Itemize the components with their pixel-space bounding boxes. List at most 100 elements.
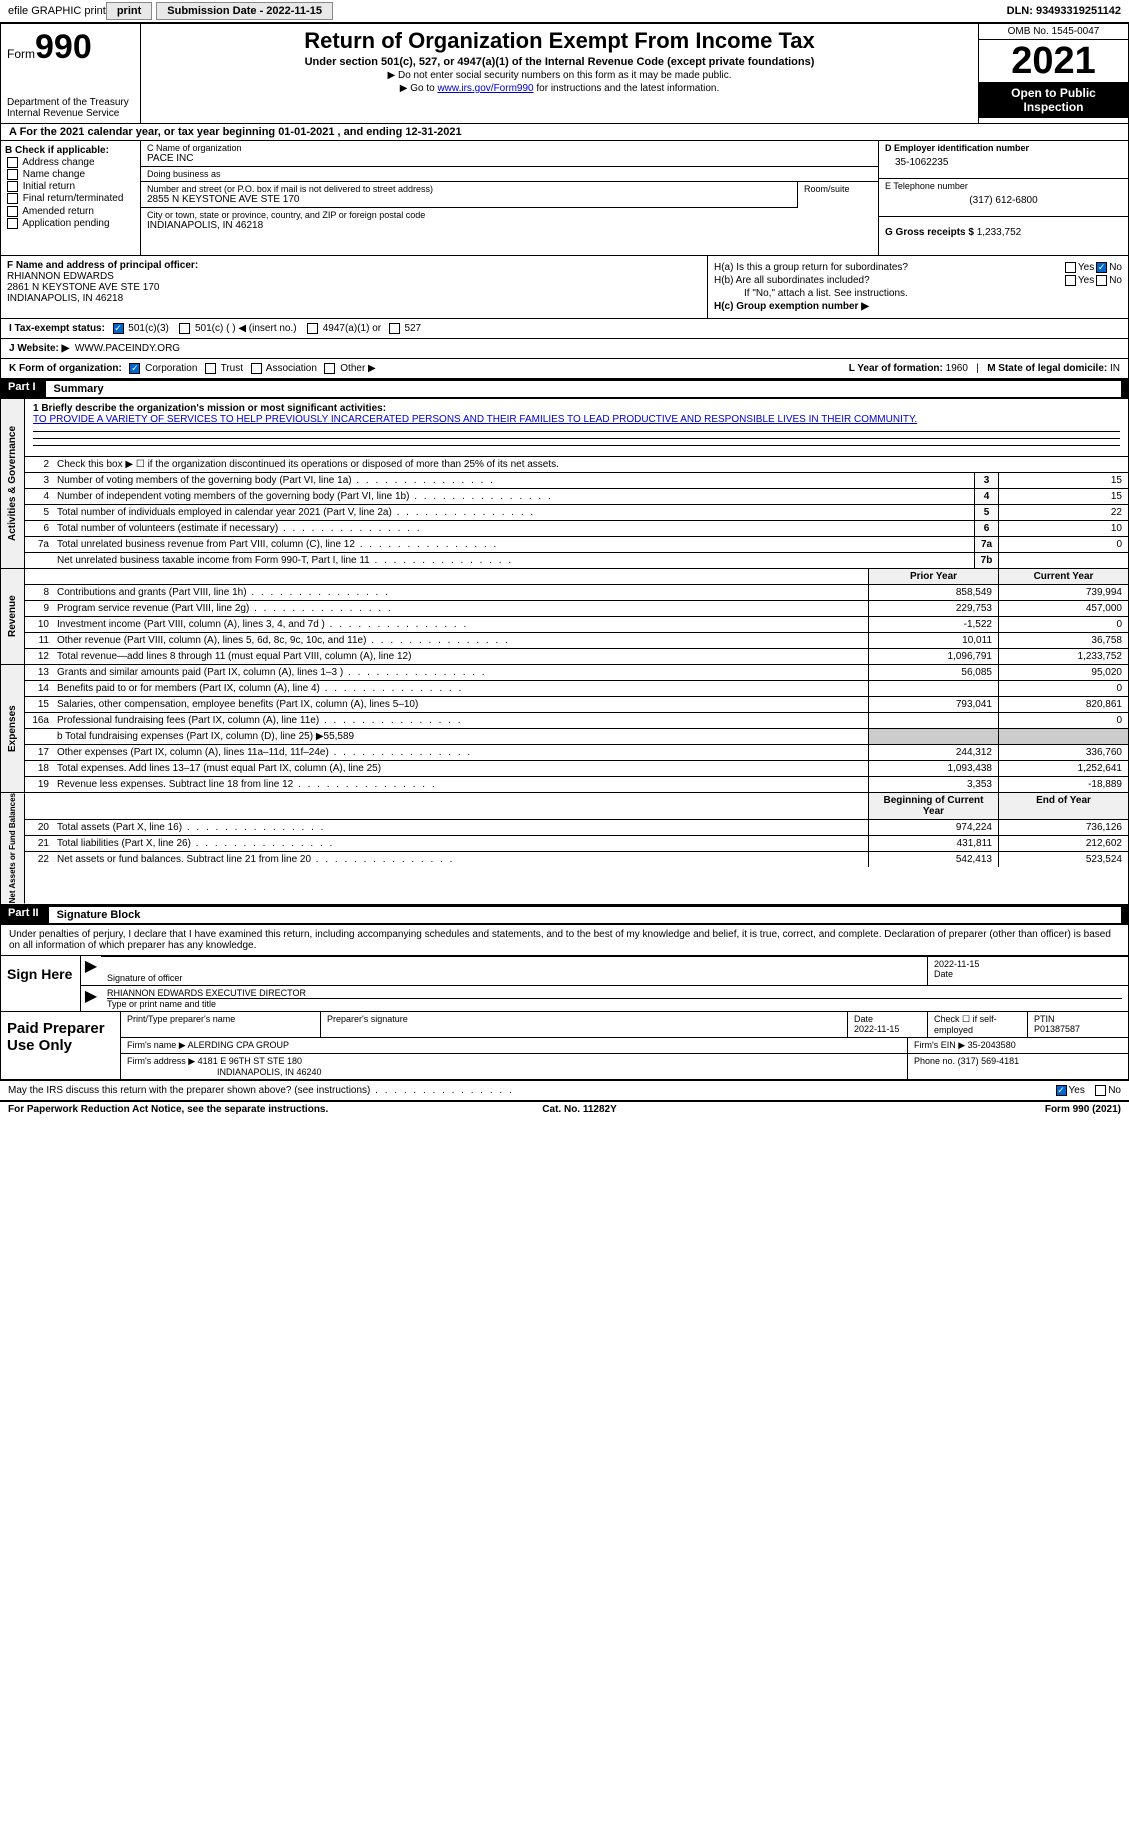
chk-final-return[interactable] xyxy=(7,193,18,204)
l9-cy: 457,000 xyxy=(998,601,1128,616)
officer-label: F Name and address of principal officer: xyxy=(7,260,198,271)
year-formation: 1960 xyxy=(946,363,968,374)
hb-label: H(b) Are all subordinates included? xyxy=(714,275,1063,286)
ein-label: D Employer identification number xyxy=(885,143,1029,153)
l21-cy: 212,602 xyxy=(998,836,1128,851)
chk-527[interactable] xyxy=(389,323,400,334)
discuss-yes[interactable] xyxy=(1056,1085,1067,1096)
efile-label: efile GRAPHIC print xyxy=(8,5,106,17)
box-b-title: B Check if applicable: xyxy=(5,145,109,156)
open-public-badge: Open to Public Inspection xyxy=(979,82,1128,118)
expenses-section: Expenses 13Grants and similar amounts pa… xyxy=(0,665,1129,793)
omb-number: OMB No. 1545-0047 xyxy=(979,24,1128,40)
row-i: I Tax-exempt status: 501(c)(3) 501(c) ( … xyxy=(0,319,1129,339)
form-id: Form 990 (2021) xyxy=(1045,1104,1121,1115)
city-value: INDIANAPOLIS, IN 46218 xyxy=(147,220,872,231)
sig-intro: Under penalties of perjury, I declare th… xyxy=(0,925,1129,956)
firm-name: ALERDING CPA GROUP xyxy=(188,1040,289,1050)
l22-py: 542,413 xyxy=(868,852,998,867)
officer-name: RHIANNON EDWARDS xyxy=(7,271,114,282)
chk-name-change[interactable] xyxy=(7,169,18,180)
part1-header: Part I Summary xyxy=(0,379,1129,399)
submission-date-button[interactable]: Submission Date - 2022-11-15 xyxy=(156,2,333,20)
l8-py: 858,549 xyxy=(868,585,998,600)
tax-year: 2021 xyxy=(979,40,1128,82)
l3-val: 15 xyxy=(998,473,1128,488)
hb-note: If "No," attach a list. See instructions… xyxy=(714,288,1122,299)
form-title: Return of Organization Exempt From Incom… xyxy=(145,28,974,54)
form-word: Form xyxy=(7,47,35,61)
form-note-2: ▶ Go to www.irs.gov/Form990 for instruct… xyxy=(145,83,974,94)
l6-val: 10 xyxy=(998,521,1128,536)
firm-addr1: 4181 E 96TH ST STE 180 xyxy=(198,1056,302,1066)
hb-yes[interactable] xyxy=(1065,275,1076,286)
firm-phone: (317) 569-4181 xyxy=(958,1056,1020,1066)
l15-cy: 820,861 xyxy=(998,697,1128,712)
activities-governance: Activities & Governance 1 Briefly descri… xyxy=(0,399,1129,569)
chk-amended[interactable] xyxy=(7,206,18,217)
row-j: J Website: ▶ WWW.PACEINDY.ORG xyxy=(0,339,1129,359)
l16a-py xyxy=(868,713,998,728)
hb-no[interactable] xyxy=(1096,275,1107,286)
l18-cy: 1,252,641 xyxy=(998,761,1128,776)
gross-value: 1,233,752 xyxy=(977,227,1022,238)
section-bcde: B Check if applicable: Address change Na… xyxy=(0,141,1129,256)
mission-text: TO PROVIDE A VARIETY OF SERVICES TO HELP… xyxy=(33,414,917,425)
part2-header: Part II Signature Block xyxy=(0,905,1129,925)
dept-label: Department of the Treasury Internal Reve… xyxy=(7,97,134,119)
l7b-val xyxy=(998,553,1128,568)
l14-py xyxy=(868,681,998,696)
chk-4947[interactable] xyxy=(307,323,318,334)
l4-val: 15 xyxy=(998,489,1128,504)
chk-initial-return[interactable] xyxy=(7,181,18,192)
chk-501c[interactable] xyxy=(179,323,190,334)
ptin: P01387587 xyxy=(1034,1024,1080,1034)
l17-cy: 336,760 xyxy=(998,745,1128,760)
l12-cy: 1,233,752 xyxy=(998,649,1128,664)
sig-date: 2022-11-15 xyxy=(934,959,1122,969)
chk-trust[interactable] xyxy=(205,363,216,374)
row-k: K Form of organization: Corporation Trus… xyxy=(0,359,1129,379)
discuss-no[interactable] xyxy=(1095,1085,1106,1096)
gross-label: G Gross receipts $ xyxy=(885,227,974,238)
mission-label: 1 Briefly describe the organization's mi… xyxy=(33,403,386,414)
l20-py: 974,224 xyxy=(868,820,998,835)
l13-cy: 95,020 xyxy=(998,665,1128,680)
ha-no[interactable] xyxy=(1096,262,1107,273)
chk-501c3[interactable] xyxy=(113,323,124,334)
chk-app-pending[interactable] xyxy=(7,218,18,229)
addr-label: Number and street (or P.O. box if mail i… xyxy=(147,184,791,194)
side-na: Net Assets or Fund Balances xyxy=(1,793,25,903)
l11-cy: 36,758 xyxy=(998,633,1128,648)
ha-label: H(a) Is this a group return for subordin… xyxy=(714,262,1063,273)
sign-here-label: Sign Here xyxy=(1,956,81,1011)
chk-assoc[interactable] xyxy=(251,363,262,374)
hc-label: H(c) Group exemption number ▶ xyxy=(714,301,869,312)
cat-no: Cat. No. 11282Y xyxy=(542,1104,616,1115)
l14-cy: 0 xyxy=(998,681,1128,696)
chk-corp[interactable] xyxy=(129,363,140,374)
ha-yes[interactable] xyxy=(1065,262,1076,273)
paid-preparer-label: Paid Preparer Use Only xyxy=(1,1012,121,1079)
prep-date: 2022-11-15 xyxy=(854,1024,899,1034)
l13-py: 56,085 xyxy=(868,665,998,680)
print-button[interactable]: print xyxy=(106,2,152,20)
l20-cy: 736,126 xyxy=(998,820,1128,835)
form-header: Form990 Department of the Treasury Inter… xyxy=(0,23,1129,124)
form-subtitle: Under section 501(c), 527, or 4947(a)(1)… xyxy=(145,56,974,68)
l11-py: 10,011 xyxy=(868,633,998,648)
website-value: WWW.PACEINDY.ORG xyxy=(75,343,180,354)
l22-cy: 523,524 xyxy=(998,852,1128,867)
l12-py: 1,096,791 xyxy=(868,649,998,664)
org-name-label: C Name of organization xyxy=(147,143,872,153)
l7a-val: 0 xyxy=(998,537,1128,552)
chk-other[interactable] xyxy=(324,363,335,374)
section-fh: F Name and address of principal officer:… xyxy=(0,256,1129,319)
paid-preparer-block: Paid Preparer Use Only Print/Type prepar… xyxy=(0,1012,1129,1080)
chk-address-change[interactable] xyxy=(7,157,18,168)
arrow-icon: ▶ xyxy=(81,986,101,1011)
irs-link[interactable]: www.irs.gov/Form990 xyxy=(437,83,533,94)
row-a-period: A For the 2021 calendar year, or tax yea… xyxy=(0,124,1129,141)
irs-discuss-row: May the IRS discuss this return with the… xyxy=(0,1080,1129,1100)
l10-py: -1,522 xyxy=(868,617,998,632)
